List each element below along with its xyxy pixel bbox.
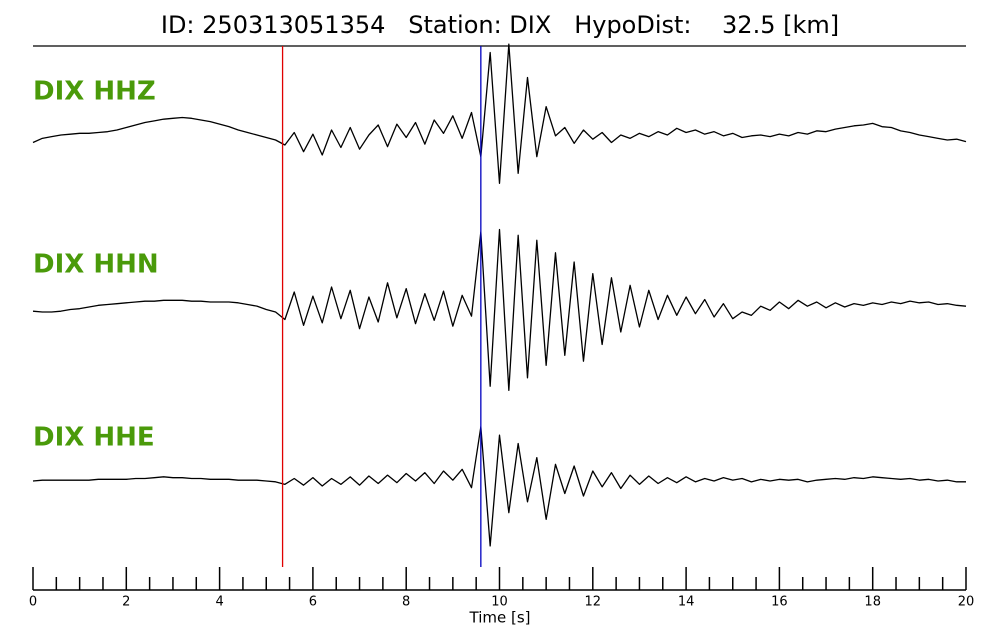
x-tick-label: 4 [215, 595, 223, 610]
x-axis-label: Time [s] [469, 609, 531, 627]
x-tick-label: 14 [678, 595, 695, 610]
waveform [32, 43, 967, 184]
x-tick-label: 18 [864, 595, 881, 610]
waveform [32, 228, 967, 391]
x-tick-label: 16 [771, 595, 788, 610]
x-tick-label: 0 [29, 595, 37, 610]
x-tick-label: 20 [958, 595, 975, 610]
x-tick-label: 8 [402, 595, 410, 610]
x-tick-label: 2 [122, 595, 130, 610]
trace-label: DIX HHN [33, 250, 159, 280]
x-tick-label: 10 [491, 595, 508, 610]
chart-title: ID: 250313051354 Station: DIX HypoDist: … [161, 11, 839, 39]
trace-label: DIX HHZ [33, 77, 156, 107]
x-tick-label: 6 [309, 595, 317, 610]
x-tick-label: 12 [585, 595, 602, 610]
trace-label: DIX HHE [33, 423, 155, 453]
waveform [32, 426, 966, 547]
